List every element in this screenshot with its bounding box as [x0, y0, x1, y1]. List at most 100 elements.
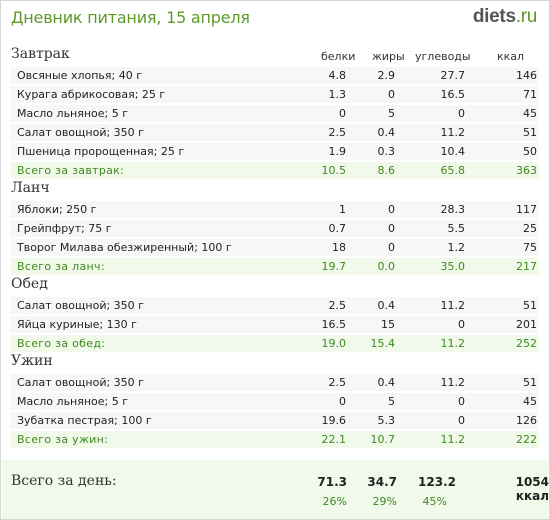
kcal-value: 201 [516, 318, 537, 331]
protein-value: 2.5 [328, 299, 347, 312]
kcal-value: 25 [523, 222, 537, 235]
kcal-value: 51 [523, 126, 537, 139]
food-name: Салат овощной; 350 г [17, 126, 144, 139]
column-header-protein: белки [321, 50, 356, 63]
meal-total-row: Всего за ужин: 22.1 10.7 11.2 222 [11, 431, 539, 448]
protein-value: 19.6 [321, 414, 347, 427]
day-fat-percent: 29% [372, 495, 397, 508]
day-protein-percent: 26% [322, 495, 347, 508]
food-row[interactable]: Салат овощной; 350 г 2.5 0.4 11.2 51 [11, 297, 539, 314]
protein-value: 18 [332, 241, 346, 254]
fat-value: 0 [388, 222, 395, 235]
meal-total-label: Всего за обед: [17, 337, 106, 350]
food-row[interactable]: Салат овощной; 350 г 2.5 0.4 11.2 51 [11, 124, 539, 141]
fat-value: 15.4 [370, 337, 396, 350]
fat-value: 0.3 [377, 145, 396, 158]
food-row[interactable]: Салат овощной; 350 г 2.5 0.4 11.2 51 [11, 374, 539, 391]
kcal-value: 71 [523, 88, 537, 101]
food-row[interactable]: Грейпфрут; 75 г 0.7 0 5.5 25 [11, 220, 539, 237]
protein-value: 4.8 [328, 69, 347, 82]
carbs-value: 1.2 [447, 241, 466, 254]
logo-main-text: diets [472, 6, 516, 27]
column-header-kcal: ккал [497, 50, 525, 63]
protein-value: 0 [339, 395, 346, 408]
carbs-value: 65.8 [440, 164, 466, 177]
fat-value: 10.7 [370, 433, 396, 446]
food-row[interactable]: Яблоки; 250 г 1 0 28.3 117 [11, 201, 539, 218]
protein-value: 1 [339, 203, 346, 216]
fat-value: 0.0 [377, 260, 396, 273]
kcal-value: 117 [516, 203, 537, 216]
fat-value: 5.3 [377, 414, 396, 427]
carbs-value: 11.2 [440, 126, 466, 139]
meal-total-row: Всего за завтрак: 10.5 8.6 65.8 363 [11, 162, 539, 179]
meal-section-title: Завтрак [11, 46, 70, 62]
fat-value: 0 [388, 241, 395, 254]
logo-tld-text: .ru [515, 6, 538, 27]
day-total-protein: 71.3 [317, 475, 347, 489]
carbs-value: 0 [458, 318, 465, 331]
protein-value: 0.7 [328, 222, 347, 235]
carbs-value: 28.3 [440, 203, 466, 216]
fat-value: 5 [388, 107, 395, 120]
kcal-value: 51 [523, 299, 537, 312]
food-row[interactable]: Зубатка пестрая; 100 г 19.6 5.3 0 126 [11, 412, 539, 429]
food-name: Масло льняное; 5 г [17, 395, 129, 408]
kcal-value: 363 [516, 164, 537, 177]
food-name: Творог Милава обезжиренный; 100 г [17, 241, 232, 254]
food-row[interactable]: Творог Милава обезжиренный; 100 г 18 0 1.2 7… [11, 239, 539, 256]
protein-value: 2.5 [328, 376, 347, 389]
protein-value: 19.0 [321, 337, 347, 350]
meal-section-title: Ланч [11, 180, 50, 196]
kcal-value: 50 [523, 145, 537, 158]
kcal-value: 252 [516, 337, 537, 350]
food-row[interactable]: Масло льняное; 5 г 0 5 0 45 [11, 393, 539, 410]
meal-section-title: Ужин [11, 353, 53, 369]
fat-value: 0.4 [377, 299, 396, 312]
protein-value: 10.5 [321, 164, 347, 177]
meal-total-label: Всего за ланч: [17, 260, 105, 273]
meal-total-label: Всего за завтрак: [17, 164, 125, 177]
protein-value: 1.9 [328, 145, 347, 158]
day-total-band [2, 460, 548, 519]
kcal-value: 126 [516, 414, 537, 427]
kcal-value: 45 [523, 395, 537, 408]
page-header: Дневник питания, 15 апреля diets.ru [1, 1, 549, 35]
protein-value: 16.5 [321, 318, 347, 331]
food-row[interactable]: Яйца куриные; 130 г 16.5 15 0 201 [11, 316, 539, 333]
carbs-value: 0 [458, 107, 465, 120]
site-logo[interactable]: diets.ru [473, 6, 537, 28]
carbs-value: 0 [458, 395, 465, 408]
food-row[interactable]: Курага абрикосовая; 25 г 1.3 0 16.5 71 [11, 86, 539, 103]
kcal-value: 146 [516, 69, 537, 82]
page-title: Дневник питания, 15 апреля [11, 8, 250, 27]
meal-section-title: Обед [11, 276, 48, 292]
fat-value: 8.6 [377, 164, 396, 177]
protein-value: 2.5 [328, 126, 347, 139]
food-row[interactable]: Овсяные хлопья; 40 г 4.8 2.9 27.7 146 [11, 67, 539, 84]
day-total-fat: 34.7 [367, 475, 397, 489]
column-header-carbs: углеводы [415, 50, 471, 63]
food-name: Салат овощной; 350 г [17, 299, 144, 312]
carbs-value: 27.7 [440, 69, 466, 82]
food-row[interactable]: Масло льняное; 5 г 0 5 0 45 [11, 105, 539, 122]
day-total-kcal: 1054 ккал [515, 475, 549, 503]
food-name: Овсяные хлопья; 40 г [17, 69, 142, 82]
kcal-value: 222 [516, 433, 537, 446]
protein-value: 19.7 [321, 260, 347, 273]
food-name: Яйца куриные; 130 г [17, 318, 137, 331]
kcal-value: 45 [523, 107, 537, 120]
fat-value: 0 [388, 88, 395, 101]
food-name: Салат овощной; 350 г [17, 376, 144, 389]
food-row[interactable]: Пшеница пророщенная; 25 г 1.9 0.3 10.4 50 [11, 143, 539, 160]
kcal-value: 217 [516, 260, 537, 273]
carbs-value: 11.2 [440, 376, 466, 389]
food-name: Курага абрикосовая; 25 г [17, 88, 166, 101]
carbs-value: 0 [458, 414, 465, 427]
fat-value: 0 [388, 203, 395, 216]
meal-total-row: Всего за обед: 19.0 15.4 11.2 252 [11, 335, 539, 352]
protein-value: 0 [339, 107, 346, 120]
fat-value: 0.4 [377, 376, 396, 389]
fat-value: 2.9 [377, 69, 396, 82]
